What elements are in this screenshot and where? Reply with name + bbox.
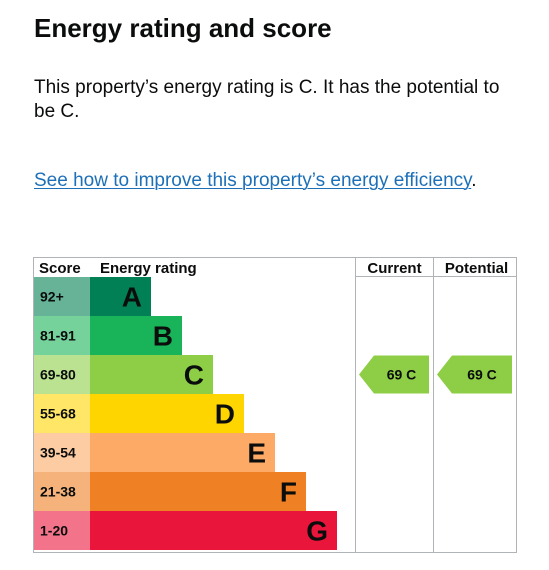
band-bar xyxy=(90,472,306,511)
band-score-label: 92+ xyxy=(40,289,64,305)
current-rating-arrow: 69 C xyxy=(359,355,429,394)
energy-summary: This property’s energy rating is C. It h… xyxy=(34,77,500,122)
current-rating-label: 69 C xyxy=(387,367,417,383)
band-bar xyxy=(90,277,151,316)
band-score-label: 21-38 xyxy=(40,484,76,500)
table-grid xyxy=(33,257,517,553)
band-score-label: 81-91 xyxy=(40,328,76,344)
improve-paragraph: See how to improve this property’s energ… xyxy=(34,169,504,192)
band-row-d: 55-68 D xyxy=(34,394,244,433)
band-score-cell xyxy=(34,511,90,550)
band-row-c: 69-80 C xyxy=(34,355,213,394)
band-row-e: 39-54 E xyxy=(34,433,275,472)
band-score-cell xyxy=(34,472,90,511)
band-score-cell xyxy=(34,316,90,355)
rating-bands: 92+ A 81-91 B 69-80 C 55-68 D 39-54 E 21-38 F 1-20 G xyxy=(34,277,337,550)
band-letter: B xyxy=(153,321,173,352)
band-letter: C xyxy=(184,360,204,391)
band-bar xyxy=(90,433,275,472)
band-letter: E xyxy=(247,438,266,469)
header-potential: Potential xyxy=(445,260,508,277)
band-score-cell xyxy=(34,394,90,433)
band-bar xyxy=(90,355,213,394)
table-outline xyxy=(33,257,517,553)
header-energy-rating: Energy rating xyxy=(100,260,197,277)
band-bar xyxy=(90,316,182,355)
band-score-label: 39-54 xyxy=(40,445,76,461)
band-score-cell xyxy=(34,355,90,394)
potential-rating-label: 69 C xyxy=(467,367,497,383)
band-row-g: 1-20 G xyxy=(34,511,337,550)
improve-link-trailing: . xyxy=(471,170,477,191)
band-row-b: 81-91 B xyxy=(34,316,182,355)
current-arrow-shape xyxy=(359,355,429,394)
rating-markers: 69 C 69 C xyxy=(359,355,512,394)
improve-efficiency-link[interactable]: See how to improve this property’s energ… xyxy=(34,170,472,191)
potential-rating-arrow: 69 C xyxy=(437,355,512,394)
band-score-cell xyxy=(34,277,90,316)
band-letter: G xyxy=(306,516,328,547)
header-current: Current xyxy=(367,260,421,277)
band-score-label: 1-20 xyxy=(40,523,68,539)
band-letter: A xyxy=(122,282,142,313)
band-score-label: 69-80 xyxy=(40,367,76,383)
band-score-label: 55-68 xyxy=(40,406,76,422)
band-row-a: 92+ A xyxy=(34,277,151,316)
band-row-f: 21-38 F xyxy=(34,472,306,511)
band-score-cell xyxy=(34,433,90,472)
band-letter: D xyxy=(215,399,235,430)
band-bar xyxy=(90,511,337,550)
potential-arrow-shape xyxy=(437,355,512,394)
header-score: Score xyxy=(39,260,81,277)
band-letter: F xyxy=(280,477,297,508)
page-heading: Energy rating and score xyxy=(34,13,332,43)
band-bar xyxy=(90,394,244,433)
